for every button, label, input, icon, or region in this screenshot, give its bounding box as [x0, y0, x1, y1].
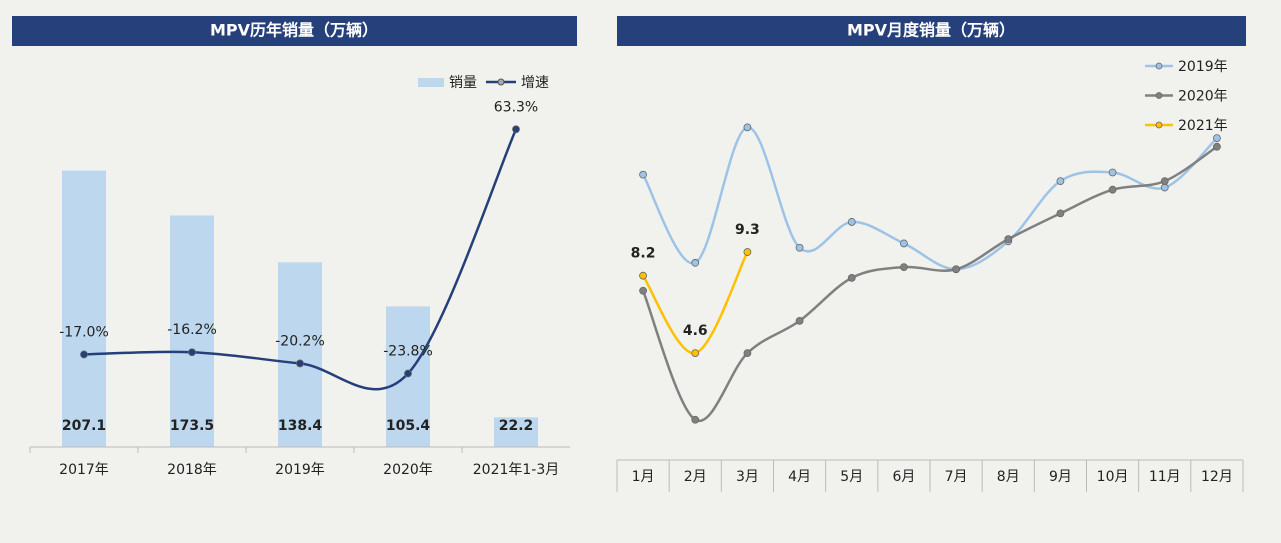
data-label: -17.0%	[59, 324, 109, 340]
bar	[170, 215, 214, 447]
marker	[1056, 209, 1065, 218]
x-tick-label: 12月	[1201, 469, 1233, 485]
x-tick-label: 2019年	[275, 462, 325, 478]
legend-marker	[1155, 92, 1163, 99]
data-label: 9.3	[735, 222, 760, 238]
marker	[691, 258, 700, 267]
marker	[1004, 235, 1013, 244]
data-label: -23.8%	[383, 344, 433, 360]
data-label: -16.2%	[167, 322, 217, 338]
x-tick-label: 11月	[1149, 469, 1181, 485]
marker	[743, 248, 752, 256]
marker	[1160, 177, 1169, 186]
marker	[296, 359, 304, 368]
header-band	[12, 16, 577, 46]
x-tick-label: 1月	[632, 469, 655, 485]
marker	[512, 125, 520, 134]
data-label: 63.3%	[494, 99, 538, 115]
x-tick-label: 2018年	[167, 462, 217, 478]
marker	[952, 265, 960, 274]
legend-label: 增速	[521, 75, 549, 91]
marker	[1213, 134, 1221, 143]
x-tick-label: 10月	[1097, 469, 1129, 485]
x-tick-label: 8月	[997, 469, 1020, 485]
marker	[80, 350, 88, 359]
data-label: 207.1	[62, 418, 106, 434]
data-label: 4.6	[683, 323, 708, 339]
marker	[404, 369, 412, 378]
data-label: 105.4	[386, 418, 431, 434]
x-tick-label: 2月	[684, 469, 707, 485]
x-tick-label: 2020年	[383, 462, 433, 478]
line	[641, 145, 1218, 423]
marker	[847, 273, 856, 282]
legend-label: 销量	[449, 75, 477, 91]
marker	[639, 170, 647, 179]
marker	[743, 123, 752, 132]
bar	[278, 262, 322, 447]
marker	[795, 243, 804, 252]
legend-swatch	[418, 78, 444, 87]
data-label: 138.4	[278, 418, 323, 434]
data-label: 8.2	[631, 246, 656, 262]
marker	[691, 349, 700, 358]
chart-title: MPV历年销量（万辆）	[210, 21, 378, 40]
legend-marker	[497, 78, 505, 86]
marker	[900, 239, 908, 248]
x-tick-label: 3月	[736, 469, 759, 485]
x-tick-label: 2021年1-3月	[473, 462, 560, 478]
x-tick-label: 7月	[945, 469, 968, 485]
x-tick-label: 5月	[840, 469, 863, 485]
marker	[639, 286, 647, 295]
data-label: 173.5	[170, 418, 214, 434]
marker	[1160, 183, 1169, 192]
legend-label: 2019年	[1178, 59, 1228, 75]
line	[83, 128, 518, 391]
chart-title: MPV月度销量（万辆）	[847, 21, 1015, 40]
marker	[795, 316, 804, 325]
legend-marker	[1155, 121, 1163, 129]
header-band	[617, 16, 1246, 46]
marker	[1213, 142, 1221, 151]
x-tick-label: 4月	[788, 469, 811, 485]
legend-marker	[1155, 62, 1163, 70]
marker	[1108, 185, 1117, 194]
legend-label: 2020年	[1178, 89, 1228, 105]
bar	[494, 417, 538, 447]
x-tick-label: 9月	[1049, 469, 1072, 485]
bar	[62, 170, 106, 448]
marker	[847, 218, 856, 226]
marker	[691, 415, 700, 424]
marker	[1108, 168, 1117, 177]
marker	[1056, 177, 1065, 186]
legend-label: 2021年	[1178, 118, 1228, 134]
x-tick-label: 2017年	[59, 462, 109, 478]
line	[641, 126, 1218, 271]
data-label: 22.2	[499, 418, 534, 434]
x-tick-label: 6月	[892, 469, 915, 485]
marker	[188, 348, 196, 357]
marker	[743, 349, 752, 358]
marker	[900, 263, 908, 272]
data-label: -20.2%	[275, 333, 325, 349]
marker	[639, 271, 647, 280]
